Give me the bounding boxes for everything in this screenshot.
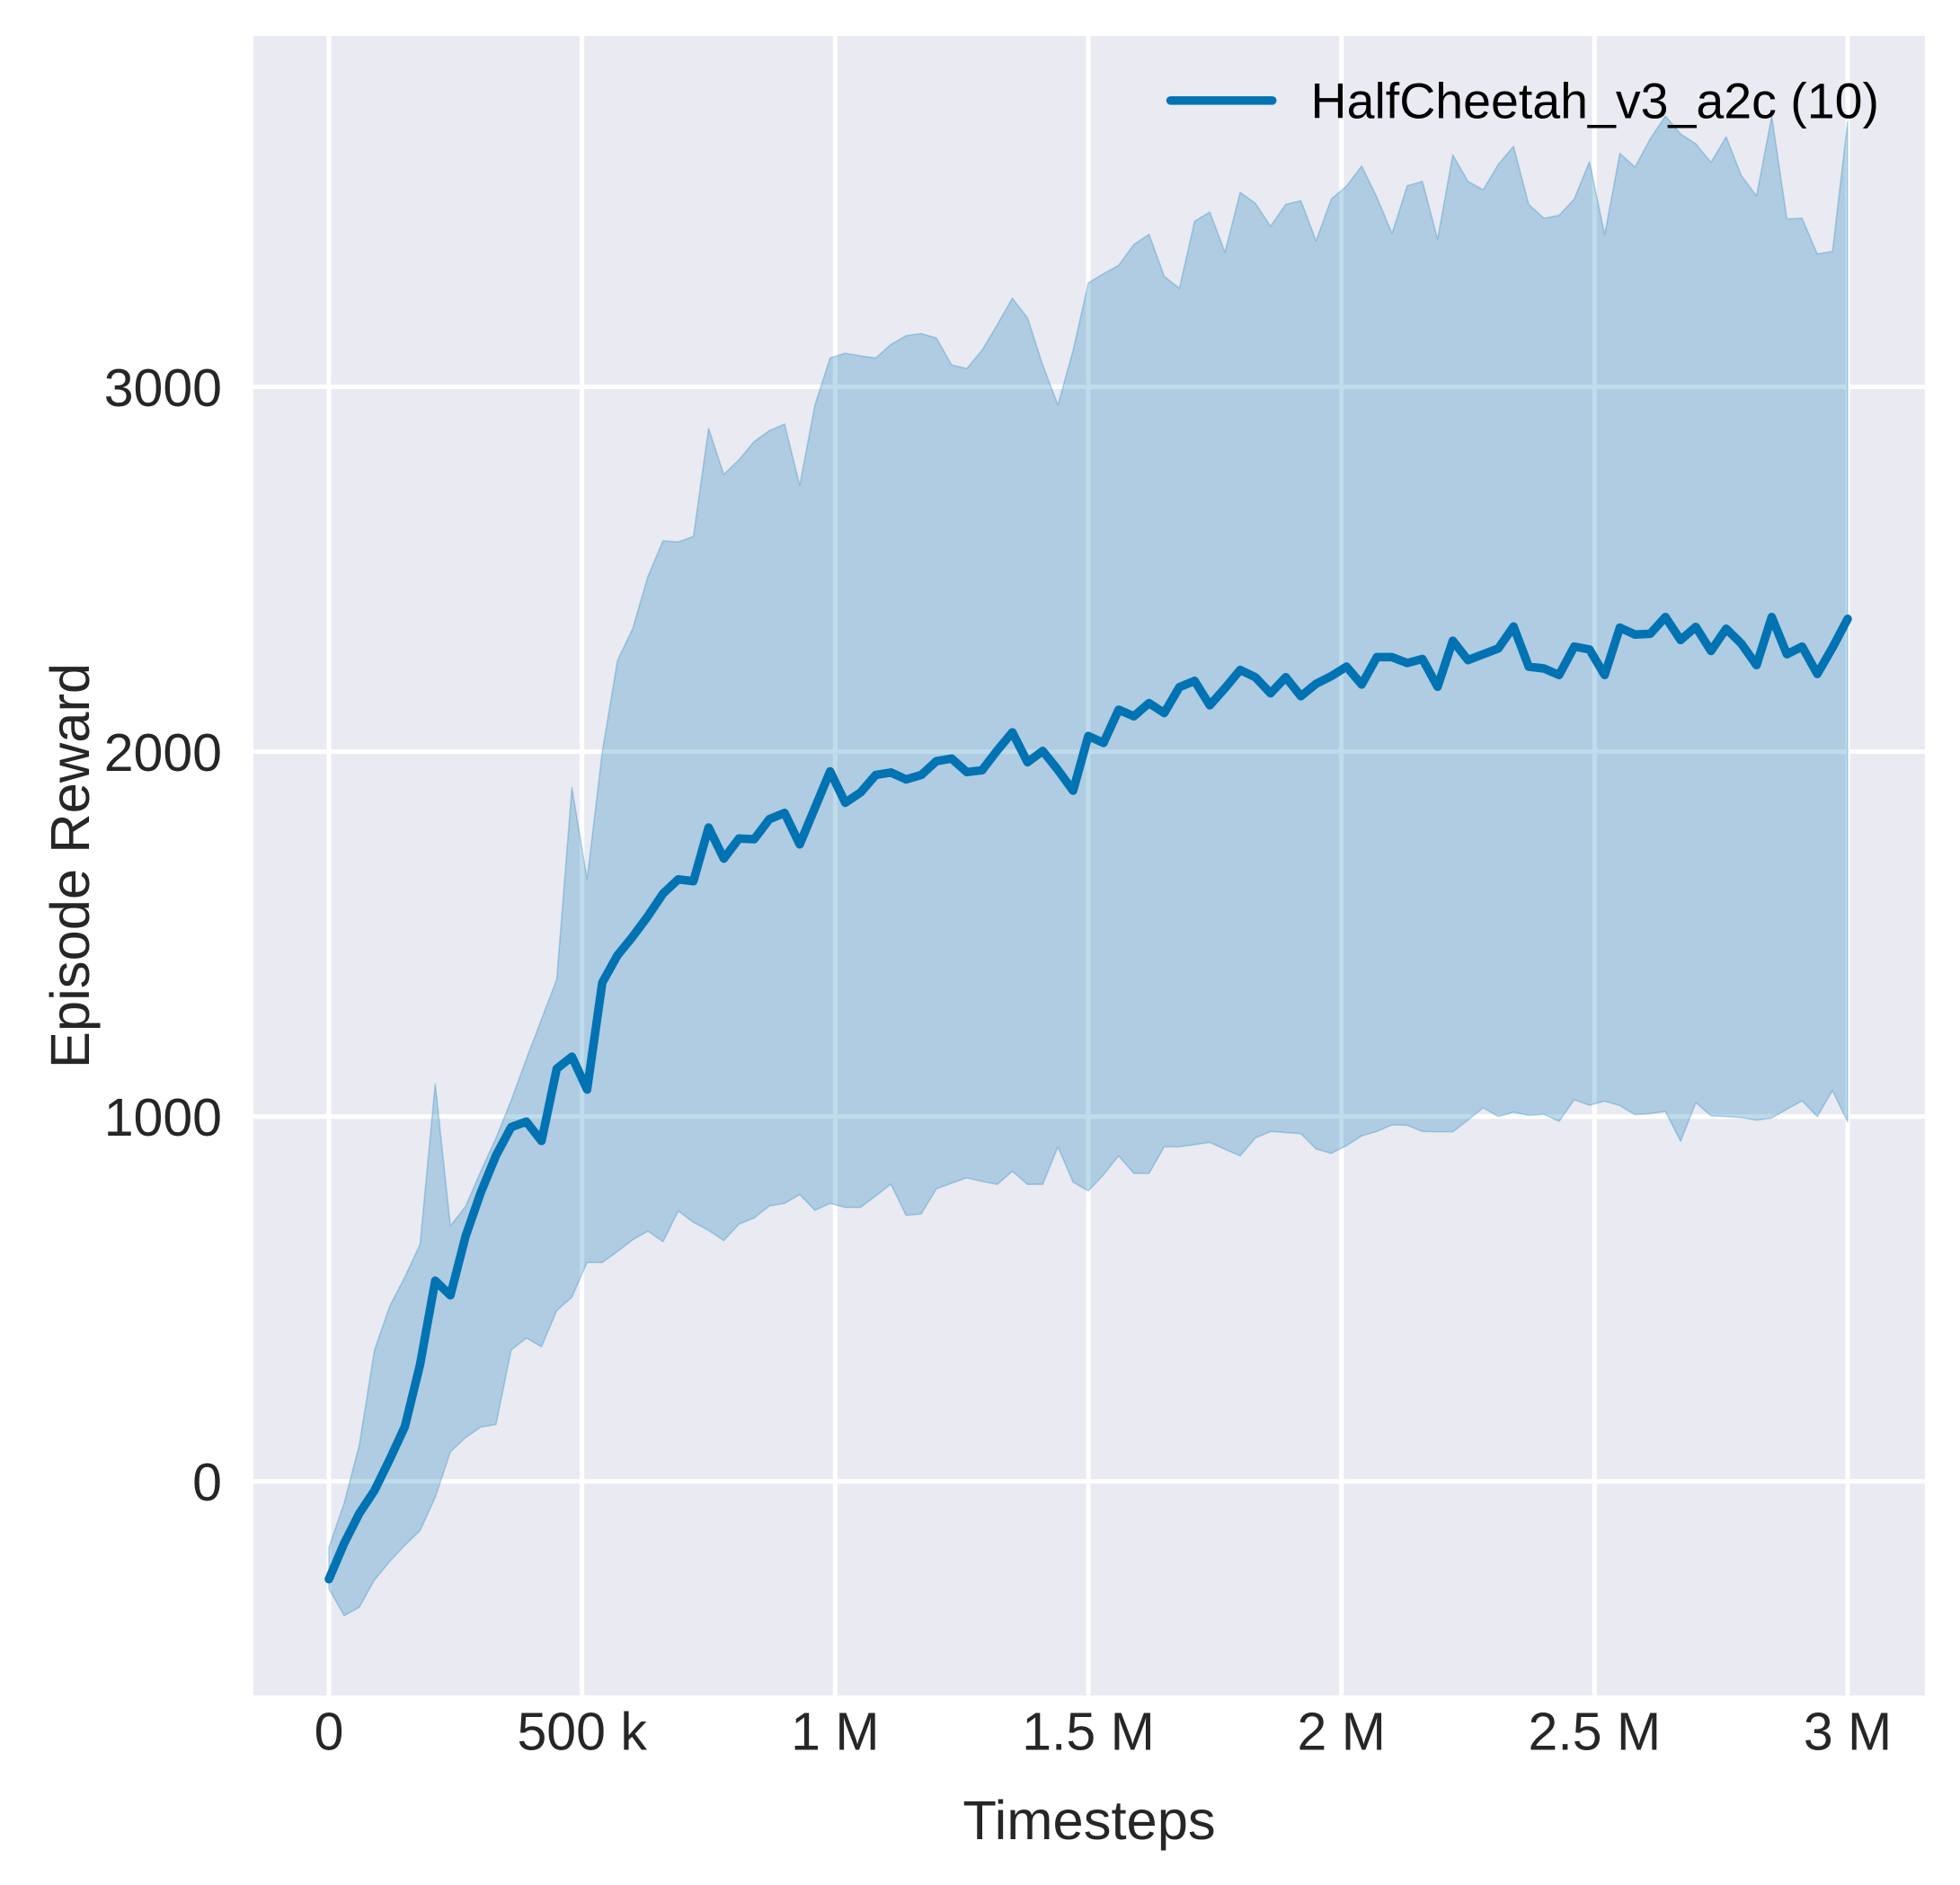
svg-text:2000: 2000 <box>104 723 222 783</box>
svg-text:2.5 M: 2.5 M <box>1529 1702 1662 1761</box>
svg-text:0: 0 <box>315 1702 344 1761</box>
svg-text:500 k: 500 k <box>517 1702 647 1761</box>
svg-text:Timesteps: Timesteps <box>962 1790 1215 1852</box>
svg-text:3 M: 3 M <box>1804 1702 1892 1761</box>
svg-text:Episode Reward: Episode Reward <box>40 663 102 1068</box>
svg-text:HalfCheetah_v3_a2c (10): HalfCheetah_v3_a2c (10) <box>1311 73 1879 128</box>
svg-text:1.5 M: 1.5 M <box>1022 1702 1155 1761</box>
svg-text:3000: 3000 <box>104 358 222 418</box>
svg-text:0: 0 <box>192 1453 222 1512</box>
svg-text:1000: 1000 <box>104 1088 222 1147</box>
svg-text:2 M: 2 M <box>1297 1702 1385 1761</box>
svg-text:1 M: 1 M <box>791 1702 879 1761</box>
